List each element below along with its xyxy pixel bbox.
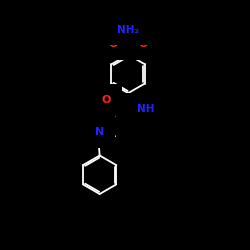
Text: O: O [109, 39, 118, 49]
Text: O: O [101, 95, 110, 105]
Text: N: N [95, 127, 104, 137]
Text: O: O [138, 39, 147, 49]
Text: NH: NH [137, 104, 154, 114]
Text: NH: NH [128, 104, 146, 114]
Text: NH₂: NH₂ [117, 25, 139, 35]
Text: S: S [124, 39, 132, 49]
Text: O: O [96, 95, 105, 105]
